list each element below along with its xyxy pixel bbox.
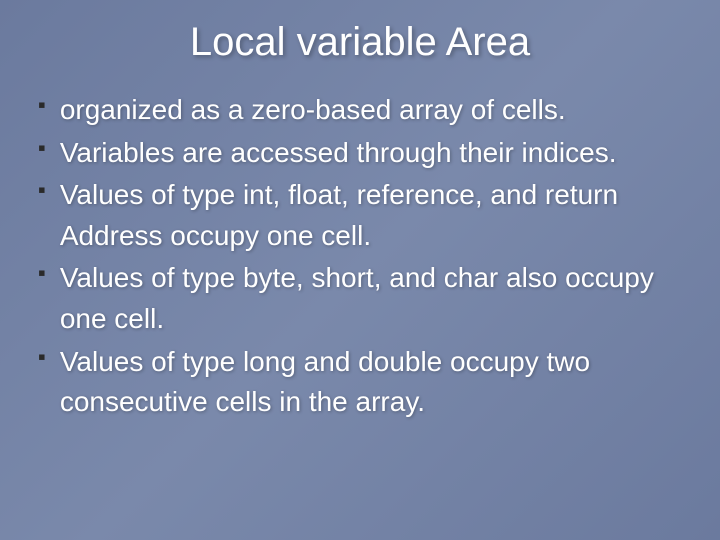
slide-title: Local variable Area [30,20,690,65]
list-item: ▪ organized as a zero-based array of cel… [30,90,690,131]
bullet-icon: ▪ [38,133,46,164]
bullet-text: Variables are accessed through their ind… [60,133,617,174]
bullet-text: Values of type byte, short, and char als… [60,258,690,339]
list-item: ▪ Values of type long and double occupy … [30,342,690,423]
list-item: ▪ Values of type int, float, reference, … [30,175,690,256]
list-item: ▪ Values of type byte, short, and char a… [30,258,690,339]
bullet-icon: ▪ [38,258,46,289]
bullet-text: organized as a zero-based array of cells… [60,90,566,131]
bullet-text: Values of type long and double occupy tw… [60,342,690,423]
bullet-text: Values of type int, float, reference, an… [60,175,690,256]
list-item: ▪ Variables are accessed through their i… [30,133,690,174]
bullet-icon: ▪ [38,90,46,121]
bullet-list: ▪ organized as a zero-based array of cel… [30,90,690,423]
bullet-icon: ▪ [38,175,46,206]
bullet-icon: ▪ [38,342,46,373]
